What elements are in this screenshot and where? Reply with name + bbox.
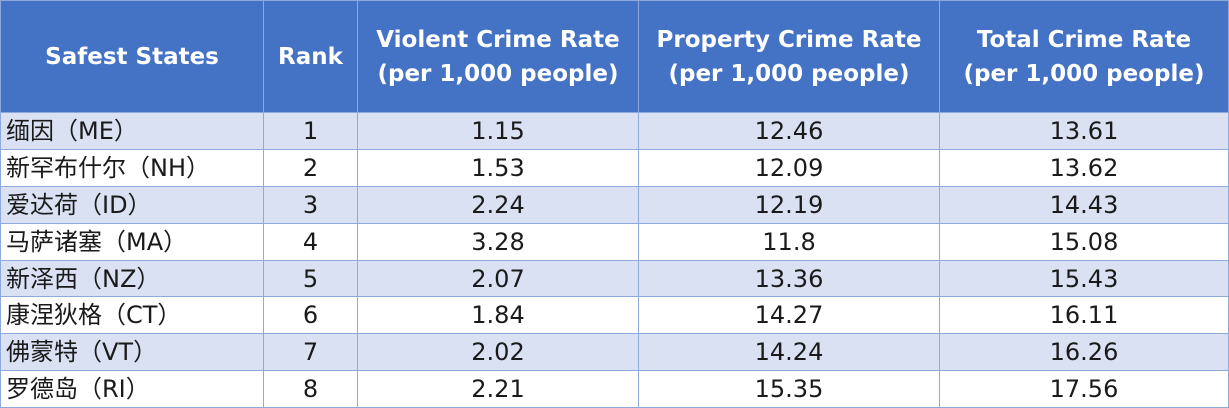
header-property-line1: Property Crime Rate: [656, 26, 922, 53]
cell-state[interactable]: 马萨诸塞（MA）: [0, 222, 264, 261]
table-row: 新罕布什尔（NH） 2 1.53 12.09 13.62: [0, 148, 1229, 187]
cell-state[interactable]: 爱达荷（ID）: [0, 185, 264, 224]
header-rank-label: Rank: [278, 43, 343, 70]
cell-violent[interactable]: 1.15: [357, 112, 639, 150]
cell-total[interactable]: 15.43: [939, 259, 1229, 298]
cell-rank[interactable]: 8: [263, 370, 358, 408]
cell-violent[interactable]: 1.53: [357, 148, 639, 187]
cell-violent[interactable]: 2.24: [357, 185, 639, 224]
cell-state[interactable]: 康涅狄格（CT）: [0, 296, 264, 335]
table-row: 罗德岛（RI） 8 2.21 15.35 17.56: [0, 370, 1229, 408]
cell-violent[interactable]: 2.21: [357, 370, 639, 408]
header-property-crime-rate[interactable]: Property Crime Rate (per 1,000 people): [638, 0, 940, 113]
table-row: 康涅狄格（CT） 6 1.84 14.27 16.11: [0, 296, 1229, 335]
cell-total[interactable]: 13.61: [939, 112, 1229, 150]
header-safest-states[interactable]: Safest States: [0, 0, 264, 113]
table-row: 新泽西（NZ） 5 2.07 13.36 15.43: [0, 259, 1229, 298]
cell-violent[interactable]: 3.28: [357, 222, 639, 261]
cell-property[interactable]: 15.35: [638, 370, 940, 408]
cell-property[interactable]: 13.36: [638, 259, 940, 298]
cell-property[interactable]: 11.8: [638, 222, 940, 261]
cell-total[interactable]: 13.62: [939, 148, 1229, 187]
cell-state[interactable]: 缅因（ME）: [0, 112, 264, 150]
cell-violent[interactable]: 1.84: [357, 296, 639, 335]
cell-total[interactable]: 16.11: [939, 296, 1229, 335]
cell-total[interactable]: 15.08: [939, 222, 1229, 261]
cell-state[interactable]: 新泽西（NZ）: [0, 259, 264, 298]
cell-state[interactable]: 新罕布什尔（NH）: [0, 148, 264, 187]
cell-violent[interactable]: 2.02: [357, 333, 639, 372]
cell-rank[interactable]: 7: [263, 333, 358, 372]
cell-total[interactable]: 16.26: [939, 333, 1229, 372]
table-row: 缅因（ME） 1 1.15 12.46 13.61: [0, 112, 1229, 150]
header-violent-line2: (per 1,000 people): [377, 60, 619, 87]
header-total-line2: (per 1,000 people): [963, 60, 1205, 87]
header-safest-states-label: Safest States: [45, 43, 219, 70]
cell-property[interactable]: 14.24: [638, 333, 940, 372]
cell-rank[interactable]: 3: [263, 185, 358, 224]
cell-property[interactable]: 14.27: [638, 296, 940, 335]
header-property-line2: (per 1,000 people): [668, 60, 910, 87]
header-violent-line1: Violent Crime Rate: [376, 26, 620, 53]
cell-property[interactable]: 12.46: [638, 112, 940, 150]
table-row: 马萨诸塞（MA） 4 3.28 11.8 15.08: [0, 222, 1229, 261]
cell-property[interactable]: 12.09: [638, 148, 940, 187]
header-violent-crime-rate[interactable]: Violent Crime Rate (per 1,000 people): [357, 0, 639, 113]
cell-rank[interactable]: 2: [263, 148, 358, 187]
cell-violent[interactable]: 2.07: [357, 259, 639, 298]
header-total-crime-rate[interactable]: Total Crime Rate (per 1,000 people): [939, 0, 1229, 113]
cell-state[interactable]: 罗德岛（RI）: [0, 370, 264, 408]
cell-state[interactable]: 佛蒙特（VT）: [0, 333, 264, 372]
cell-rank[interactable]: 6: [263, 296, 358, 335]
header-total-line1: Total Crime Rate: [976, 26, 1192, 53]
cell-rank[interactable]: 4: [263, 222, 358, 261]
cell-rank[interactable]: 5: [263, 259, 358, 298]
header-row: Safest States Rank Violent Crime Rate (p…: [0, 0, 1229, 113]
cell-total[interactable]: 17.56: [939, 370, 1229, 408]
header-rank[interactable]: Rank: [263, 0, 358, 113]
table-row: 佛蒙特（VT） 7 2.02 14.24 16.26: [0, 333, 1229, 372]
table-row: 爱达荷（ID） 3 2.24 12.19 14.43: [0, 185, 1229, 224]
cell-property[interactable]: 12.19: [638, 185, 940, 224]
cell-total[interactable]: 14.43: [939, 185, 1229, 224]
cell-rank[interactable]: 1: [263, 112, 358, 150]
